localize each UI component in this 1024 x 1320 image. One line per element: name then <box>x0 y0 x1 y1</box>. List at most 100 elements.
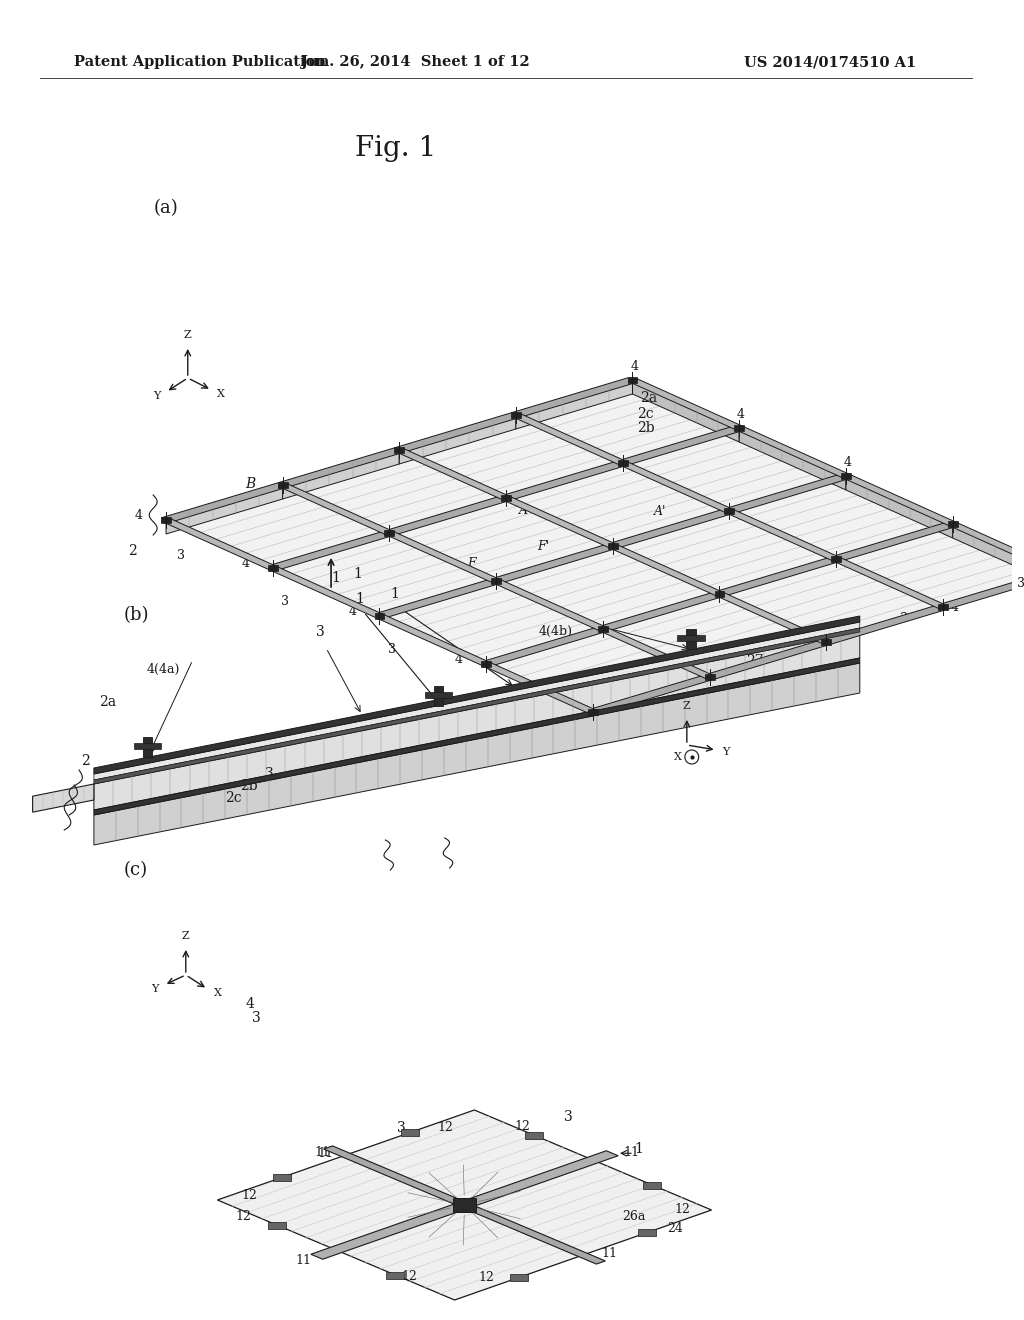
Text: 4: 4 <box>561 701 569 714</box>
Polygon shape <box>166 484 389 568</box>
Text: A': A' <box>653 504 666 517</box>
Polygon shape <box>336 1205 583 1300</box>
Text: 24: 24 <box>667 1222 683 1236</box>
Polygon shape <box>481 521 957 667</box>
Polygon shape <box>386 1271 404 1279</box>
Text: 3: 3 <box>784 647 792 660</box>
Polygon shape <box>401 1129 419 1137</box>
Polygon shape <box>516 380 633 429</box>
Text: 4(4b): 4(4b) <box>539 624 572 638</box>
Polygon shape <box>501 495 511 502</box>
Polygon shape <box>734 425 744 432</box>
Polygon shape <box>486 630 710 711</box>
Polygon shape <box>94 663 860 845</box>
Polygon shape <box>524 1131 543 1138</box>
Polygon shape <box>720 558 943 642</box>
Polygon shape <box>142 738 153 758</box>
Text: 12: 12 <box>515 1119 530 1133</box>
Polygon shape <box>166 484 283 535</box>
Polygon shape <box>161 517 171 523</box>
Polygon shape <box>380 581 603 664</box>
Text: B: B <box>245 477 255 491</box>
Text: Y: Y <box>153 391 160 401</box>
Text: Z: Z <box>683 701 690 711</box>
Polygon shape <box>283 450 399 499</box>
Polygon shape <box>394 447 404 453</box>
Text: (b): (b) <box>124 606 150 624</box>
Text: 3: 3 <box>1017 577 1024 590</box>
Polygon shape <box>705 675 715 680</box>
Text: Z: Z <box>184 330 191 341</box>
Polygon shape <box>511 413 947 609</box>
Polygon shape <box>134 743 162 750</box>
Polygon shape <box>938 605 948 610</box>
Text: X: X <box>217 389 225 399</box>
Polygon shape <box>481 661 492 667</box>
Polygon shape <box>324 1146 605 1265</box>
Text: F: F <box>467 557 475 570</box>
Text: 12: 12 <box>401 1270 417 1283</box>
Text: 3: 3 <box>495 692 503 705</box>
Text: 2a: 2a <box>99 696 116 709</box>
Polygon shape <box>729 477 952 558</box>
Text: 2: 2 <box>81 754 90 768</box>
Polygon shape <box>588 570 1024 714</box>
Polygon shape <box>821 639 831 645</box>
Text: 3: 3 <box>316 624 325 639</box>
Text: 3: 3 <box>265 767 273 781</box>
Text: 11: 11 <box>602 1247 617 1261</box>
Text: 4: 4 <box>844 457 852 470</box>
Polygon shape <box>678 635 706 642</box>
Polygon shape <box>633 380 739 442</box>
Text: 2a: 2a <box>640 391 657 405</box>
Text: (a): (a) <box>154 199 178 216</box>
Polygon shape <box>948 521 957 527</box>
Text: 1: 1 <box>390 587 399 601</box>
Text: 27: 27 <box>746 653 764 668</box>
Polygon shape <box>603 594 826 677</box>
Text: 1: 1 <box>354 568 362 581</box>
Text: 4: 4 <box>348 606 356 618</box>
Text: 2b: 2b <box>241 779 258 793</box>
Text: 2: 2 <box>128 544 137 558</box>
Polygon shape <box>94 632 860 810</box>
Text: 4: 4 <box>631 360 638 374</box>
Text: Jun. 26, 2014  Sheet 1 of 12: Jun. 26, 2014 Sheet 1 of 12 <box>301 55 529 69</box>
Polygon shape <box>638 1229 656 1236</box>
Polygon shape <box>94 616 860 774</box>
Polygon shape <box>510 1274 527 1280</box>
Polygon shape <box>395 449 830 643</box>
Text: 1: 1 <box>634 1142 643 1156</box>
Polygon shape <box>272 1173 291 1181</box>
Polygon shape <box>162 519 597 713</box>
Text: 3: 3 <box>388 643 395 656</box>
Text: 3: 3 <box>396 1121 406 1134</box>
Text: 1: 1 <box>331 572 340 585</box>
Polygon shape <box>739 428 846 490</box>
Text: 4: 4 <box>737 408 745 421</box>
Polygon shape <box>831 556 841 562</box>
Text: 12: 12 <box>236 1210 251 1224</box>
Polygon shape <box>836 524 1024 607</box>
Polygon shape <box>841 473 851 479</box>
Polygon shape <box>268 565 278 572</box>
Polygon shape <box>612 511 836 594</box>
Polygon shape <box>608 543 617 549</box>
Text: Patent Application Publication: Patent Application Publication <box>74 55 326 69</box>
Text: A: A <box>519 504 528 516</box>
Text: (c): (c) <box>124 861 147 879</box>
Polygon shape <box>217 1155 465 1250</box>
Polygon shape <box>516 380 739 463</box>
Text: 3: 3 <box>281 595 289 609</box>
Text: 11: 11 <box>317 1147 333 1160</box>
Polygon shape <box>94 657 860 814</box>
Polygon shape <box>94 628 860 784</box>
Polygon shape <box>496 546 720 630</box>
Polygon shape <box>643 1181 662 1188</box>
Text: 11: 11 <box>296 1254 311 1267</box>
Text: 3: 3 <box>900 611 908 624</box>
Text: 26a: 26a <box>623 1209 646 1222</box>
Polygon shape <box>724 508 734 513</box>
Polygon shape <box>588 709 598 715</box>
Text: 2b: 2b <box>637 421 655 436</box>
